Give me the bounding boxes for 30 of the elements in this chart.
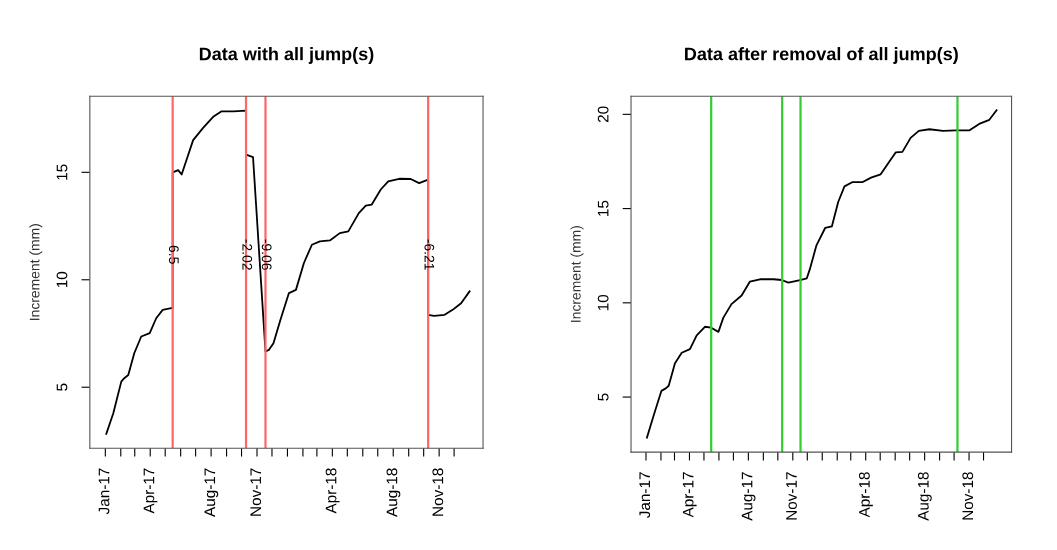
x-tick-label: Apr-18 (325, 468, 340, 514)
x-tick-label: Jan-17 (639, 472, 651, 519)
ref-line-label: -9.06 (261, 239, 272, 270)
chart-title: Data after removal of all jump(s) (685, 47, 958, 64)
ref-line-label: 6.5 (168, 245, 179, 264)
y-tick-label: 20 (597, 106, 609, 123)
x-tick-label: Jan-17 (98, 468, 110, 515)
x-tick-label: Aug-18 (386, 468, 401, 517)
x-tick-label: Apr-17 (682, 472, 697, 518)
x-tick-label: Nov-18 (962, 472, 974, 520)
ref-line-label: -2.02 (242, 239, 253, 270)
x-tick-label: Nov-17 (786, 472, 797, 520)
line-series (646, 109, 998, 439)
y-tick-label: 10 (56, 271, 68, 288)
x-tick-label: Aug-17 (204, 468, 219, 517)
x-tick-label: Nov-17 (250, 468, 262, 516)
y-axis-title: Increment (mm) (570, 226, 584, 322)
y-axis-title: Increment (mm) (29, 224, 43, 320)
x-tick-label: Apr-17 (143, 468, 158, 514)
y-tick-label: 15 (597, 200, 609, 216)
x-tick-label: Aug-17 (741, 472, 756, 521)
x-tick-label: Aug-18 (917, 472, 932, 521)
y-tick-label: 5 (56, 383, 68, 391)
ref-line-label: -6.21 (424, 239, 435, 270)
x-tick-label: Nov-18 (432, 468, 444, 516)
y-tick-label: 5 (597, 393, 609, 401)
x-tick-label: Apr-18 (859, 472, 873, 518)
y-tick-label: 15 (56, 164, 68, 180)
y-tick-label: 10 (597, 294, 609, 311)
chart-title: Data with all jump(s) (199, 47, 374, 64)
